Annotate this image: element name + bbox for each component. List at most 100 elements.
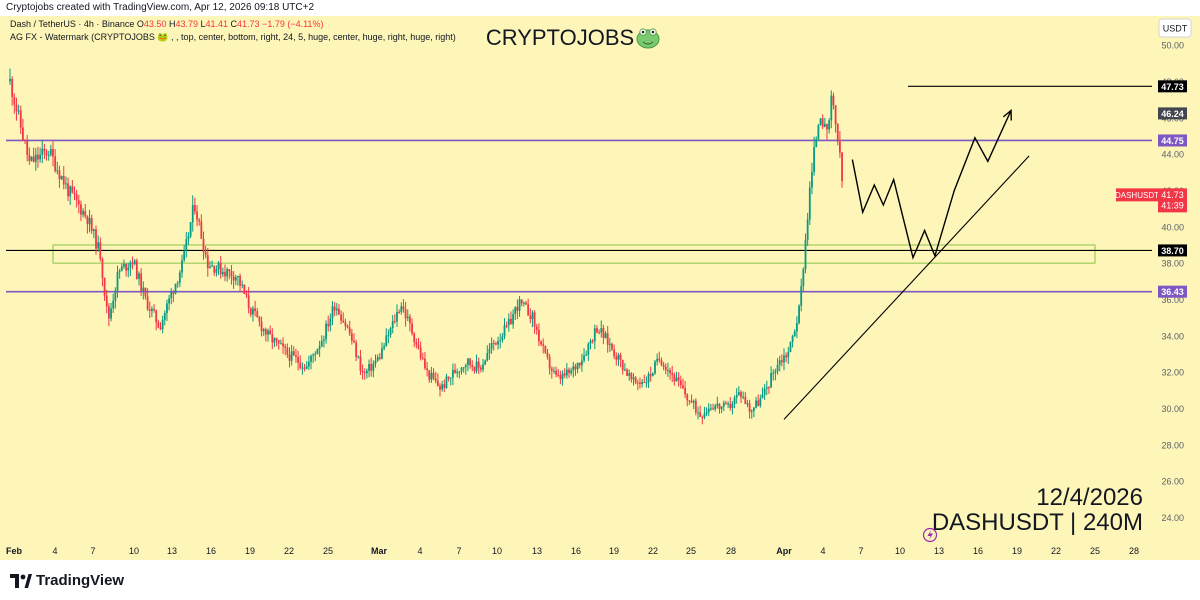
candle-body (598, 332, 600, 334)
candle-body (692, 400, 695, 403)
candle-body (318, 346, 321, 350)
candle-body (282, 343, 284, 347)
candle-body (378, 357, 381, 359)
candle-body (249, 308, 252, 315)
candle-body (725, 402, 727, 404)
candle-body (710, 408, 712, 410)
candle-body (830, 95, 833, 121)
symbol-tag[interactable] (1116, 188, 1158, 202)
candle-body (419, 347, 422, 358)
projection-arrowhead[interactable] (1002, 109, 1012, 121)
legend-part: 41.41 (206, 19, 229, 29)
candle-body (604, 333, 607, 338)
candle-body (729, 403, 732, 409)
candle-body (639, 382, 641, 384)
candle-body (234, 277, 237, 281)
candle-body (148, 309, 151, 311)
currency-badge[interactable] (1158, 18, 1192, 38)
candle-body (361, 370, 364, 373)
y-tick-label: 24.00 (1161, 513, 1184, 523)
candle-body (232, 276, 235, 281)
candle-body (778, 360, 781, 366)
lightning-icon[interactable] (922, 527, 938, 543)
candle-body (572, 366, 575, 371)
candle-body (196, 211, 198, 220)
support-zone[interactable] (52, 244, 1096, 264)
candle-body (658, 358, 661, 361)
candle-body (204, 251, 207, 256)
candle-body (127, 267, 130, 271)
candle-body (114, 290, 117, 301)
candle-body (464, 365, 467, 368)
candle-body (200, 221, 203, 239)
candle-body (312, 354, 315, 356)
candle-body (110, 308, 112, 319)
price-tag-4773[interactable] (1158, 80, 1187, 93)
price-tag-4624[interactable] (1158, 107, 1187, 120)
candle-body (142, 287, 145, 292)
candle-body (170, 292, 173, 299)
candle-body (589, 340, 592, 344)
candle-body (832, 95, 835, 106)
candle-body (686, 394, 689, 401)
candle-body (86, 216, 89, 225)
legend-part: H (166, 19, 175, 29)
bar-countdown: 41:39 (1161, 200, 1184, 210)
candle-body (716, 403, 719, 406)
candle-body (163, 313, 166, 320)
candle-body (161, 319, 164, 330)
trendline[interactable] (783, 155, 1030, 420)
candle-body (821, 118, 824, 127)
candle-body (398, 311, 401, 313)
candle-body (606, 333, 609, 345)
tradingview-logo-text: TradingView (36, 572, 125, 589)
frog-pupil-left (641, 30, 645, 34)
price-tag-3643-label: 36.43 (1161, 287, 1184, 297)
price-tag-3870[interactable] (1158, 244, 1187, 257)
candle-body (43, 148, 46, 152)
candle-body (243, 284, 246, 295)
x-tick-label: 22 (648, 546, 658, 556)
candle-body (45, 151, 48, 156)
candle-body (587, 343, 590, 355)
candle-body (510, 318, 512, 325)
candle-body (525, 302, 527, 305)
chart-area[interactable]: CRYPTOJOBS 12/4/2026 DASHUSDT | 240M 24.00… (0, 16, 1200, 560)
candle-body (101, 258, 104, 279)
candle-body (507, 318, 510, 326)
tradingview-logo[interactable]: TradingView (10, 572, 124, 589)
candle-body (325, 323, 327, 340)
candle-body (699, 412, 702, 417)
candle-body (58, 170, 61, 180)
footer: TradingView (0, 560, 1200, 600)
candle-body (202, 238, 205, 252)
candle-body (705, 412, 708, 414)
price-tag-4475[interactable] (1158, 134, 1187, 147)
legend-part: 41.73 (237, 19, 260, 29)
candle-body (129, 262, 132, 268)
candle-body (656, 358, 659, 362)
candle-body (484, 360, 487, 365)
candle-body (712, 408, 714, 410)
candle-body (518, 299, 521, 311)
candle-body (228, 269, 231, 272)
candle-body (305, 366, 308, 369)
candle-body (477, 361, 480, 368)
candle-body (428, 370, 431, 380)
price-tag-3643[interactable] (1158, 285, 1187, 298)
candle-body (619, 354, 622, 360)
y-tick-label: 28.00 (1161, 440, 1184, 450)
candle-body (641, 381, 643, 384)
candle-body (189, 222, 192, 237)
candle-body (654, 361, 656, 374)
candle-body (585, 354, 588, 356)
candle-body (138, 273, 140, 279)
candle-body (34, 154, 37, 162)
candle-body (417, 344, 420, 348)
candle-body (787, 351, 790, 358)
candle-body (374, 360, 377, 364)
last-price-tag[interactable] (1158, 188, 1187, 213)
candle-body (323, 339, 325, 341)
projection-path[interactable] (851, 110, 1012, 260)
